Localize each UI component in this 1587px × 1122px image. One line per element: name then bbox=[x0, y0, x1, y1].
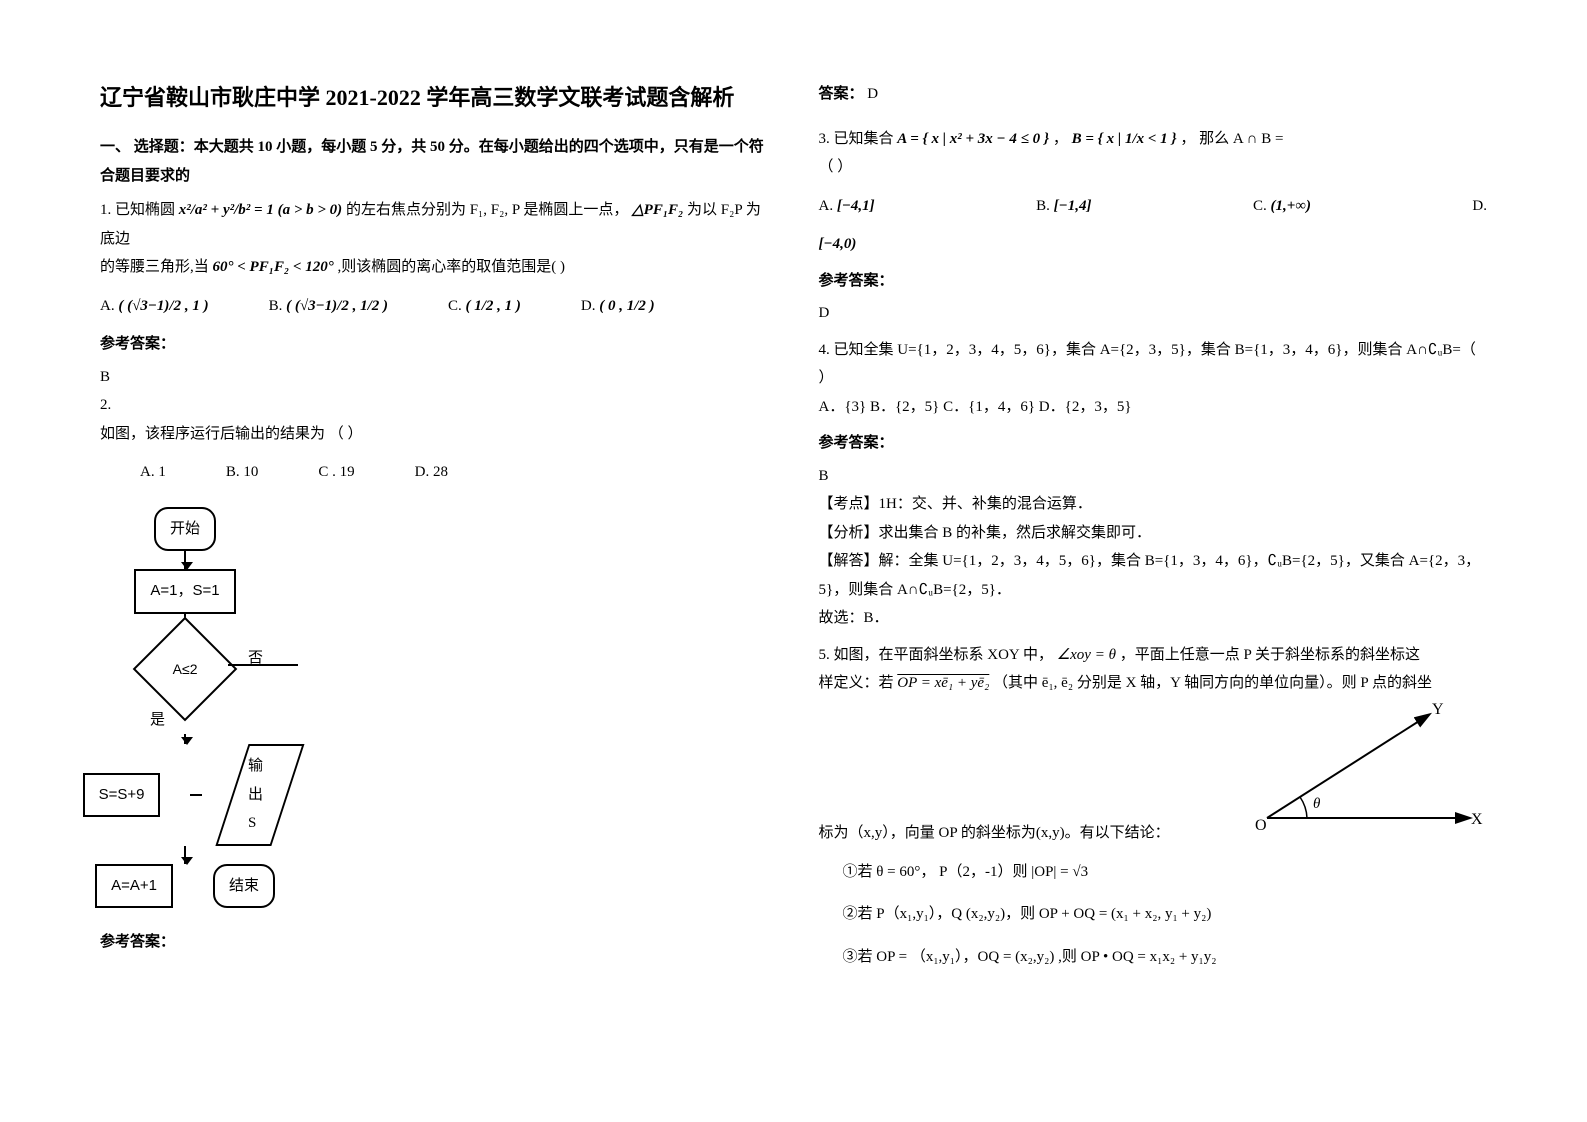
q4-jieda-1: 【解答】解：全集 U={1，2，3，4，5，6}，集合 B={1，3，4，6}，… bbox=[819, 547, 1488, 604]
q3-options: A. [−4,1] B. [−1,4] C. (1,+∞) D. bbox=[819, 192, 1488, 221]
flow-step: S=S+9 bbox=[83, 773, 161, 818]
q3-answer: D bbox=[819, 299, 1488, 328]
prev-answer-label: 答案： bbox=[819, 86, 864, 102]
q2-text: 如图，该程序运行后输出的结果为 （ ） bbox=[100, 420, 769, 449]
right-column: 答案： D 3. 已知集合 A = { x | x² + 3x − 4 ≤ 0 … bbox=[819, 80, 1488, 971]
q3-line: 3. 已知集合 A = { x | x² + 3x − 4 ≤ 0 } ， B … bbox=[819, 125, 1488, 154]
q4-kaodian: 【考点】1H：交、并、补集的混合运算． bbox=[819, 490, 1488, 519]
q1-line1: 1. 已知椭圆 x²/a² + y²/b² = 1 (a > b > 0) 的左… bbox=[100, 196, 769, 253]
flow-init: A=1，S=1 bbox=[134, 569, 235, 614]
q4-fenxi: 【分析】求出集合 B 的补集，然后求解交集即可． bbox=[819, 519, 1488, 548]
q5-conclusion-3: ③若 OP = （x₁,y₁），OQ = (x₂,y₂) ,则 OP • OQ … bbox=[843, 943, 1488, 972]
q2-opt-d: D. 28 bbox=[415, 458, 448, 487]
q5-angle: ∠xoy = θ bbox=[1057, 647, 1116, 663]
q2-opt-c: C . 19 bbox=[318, 458, 354, 487]
q1-triangle: △PF₁F₂ bbox=[632, 202, 683, 218]
q1-pre: 1. 已知椭圆 bbox=[100, 202, 175, 218]
axis-y-label: Y bbox=[1432, 701, 1444, 718]
flow-label-yes: 是 bbox=[150, 706, 165, 735]
flow-arrow bbox=[184, 846, 186, 864]
flowchart: 开始 A=1，S=1 A≤2 否 是 S=S+9 输出 S bbox=[120, 507, 380, 909]
flow-arrow bbox=[184, 551, 186, 569]
q4-jieda-2: 故选：B． bbox=[819, 604, 1488, 633]
prev-answer-line: 答案： D bbox=[819, 80, 1488, 109]
q1-line2b: ,则该椭圆的离心率的取值范围是( ) bbox=[338, 259, 566, 275]
q3-opt-d-label: D. bbox=[1472, 192, 1487, 221]
flow-start: 开始 bbox=[154, 507, 216, 552]
axis-origin-label: O bbox=[1255, 817, 1267, 834]
axis-theta-label: θ bbox=[1313, 796, 1321, 812]
flow-output: 输出 S bbox=[215, 744, 304, 846]
q1-line2: 的等腰三角形,当 60° < PF₁F₂ < 120° ,则该椭圆的离心率的取值… bbox=[100, 253, 769, 282]
q5-line1: 5. 如图，在平面斜坐标系 XOY 中， ∠xoy = θ ，平面上任意一点 P… bbox=[819, 641, 1488, 670]
q3-opt-b: B. [−1,4] bbox=[1036, 192, 1091, 221]
axis-diagram: X Y O θ bbox=[1227, 698, 1487, 848]
answer-label-2: 参考答案： bbox=[100, 928, 769, 957]
q2-opt-b: B. 10 bbox=[226, 458, 259, 487]
answer-label-3: 参考答案： bbox=[819, 267, 1488, 296]
prev-answer: D bbox=[867, 86, 878, 102]
page: 辽宁省鞍山市耿庄中学 2021-2022 学年高三数学文联考试题含解析 一、 选… bbox=[0, 0, 1587, 1011]
q3-set-a: A = { x | x² + 3x − 4 ≤ 0 } bbox=[897, 131, 1049, 147]
q1-mid: 的左右焦点分别为 F₁, F₂, P 是椭圆上一点， bbox=[346, 202, 628, 218]
q5-mid: ，平面上任意一点 P 关于斜坐标系的斜坐标这 bbox=[1120, 647, 1420, 663]
axis-x-label: X bbox=[1471, 811, 1483, 828]
flow-label-no: 否 bbox=[248, 644, 263, 673]
q4-answer: B bbox=[819, 462, 1488, 491]
q3-opt-a: A. [−4,1] bbox=[819, 192, 875, 221]
q1-opt-d: D. ( 0 , 1/2 ) bbox=[581, 292, 655, 321]
flow-inc: A=A+1 bbox=[95, 864, 173, 909]
answer-label-4: 参考答案： bbox=[819, 429, 1488, 458]
q3-opt-c: C. (1,+∞) bbox=[1253, 192, 1311, 221]
q5-figure-row: 标为（x,y），向量 OP 的斜坐标为(x,y)。有以下结论： X Y O θ bbox=[819, 698, 1488, 848]
q3-pre: 3. 已知集合 bbox=[819, 131, 894, 147]
q4-text: 4. 已知全集 U={1，2，3，4，5，6}，集合 A={2，3，5}，集合 … bbox=[819, 336, 1488, 393]
q1-opt-b: B. ( (√3−1)/2 , 1/2 ) bbox=[269, 292, 388, 321]
q2-opt-a: A. 1 bbox=[140, 458, 166, 487]
q1-line2a: 的等腰三角形,当 bbox=[100, 259, 209, 275]
q5-pre: 5. 如图，在平面斜坐标系 XOY 中， bbox=[819, 647, 1053, 663]
q2-options: A. 1 B. 10 C . 19 D. 28 bbox=[100, 458, 769, 487]
q1-angle: 60° < PF₁F₂ < 120° bbox=[213, 259, 334, 275]
q1-options: A. ( (√3−1)/2 , 1 ) B. ( (√3−1)/2 , 1/2 … bbox=[100, 292, 769, 321]
q5-conclusion-2: ②若 P（x₁,y₁），Q (x₂,y₂)，则 OP + OQ = (x₁ + … bbox=[843, 900, 1488, 929]
q4-options: A．{3} B．{2，5} C．{1，4，6} D．{2，3，5} bbox=[819, 393, 1488, 422]
q5-op: OP = xē₁ + yē₂ bbox=[897, 675, 989, 691]
flow-cond: A≤2 bbox=[133, 616, 238, 721]
q5-line2: 样定义：若 OP = xē₁ + yē₂ （其中 ē₁, ē₂ 分别是 X 轴，… bbox=[819, 669, 1488, 698]
q5-line3: 标为（x,y），向量 OP 的斜坐标为(x,y)。有以下结论： bbox=[819, 819, 1218, 848]
answer-label-1: 参考答案： bbox=[100, 330, 769, 359]
q1-opt-c: C. ( 1/2 , 1 ) bbox=[448, 292, 521, 321]
q2-number: 2. bbox=[100, 391, 769, 420]
doc-title: 辽宁省鞍山市耿庄中学 2021-2022 学年高三数学文联考试题含解析 bbox=[100, 80, 769, 115]
q3-set-b: B = { x | 1/x < 1 } bbox=[1072, 131, 1177, 147]
q5-conclusion-1: ①若 θ = 60°， P（2，-1）则 |OP| = √3 bbox=[843, 858, 1488, 887]
flow-arrow bbox=[184, 734, 186, 744]
q1-equation: x²/a² + y²/b² = 1 (a > b > 0) bbox=[179, 202, 342, 218]
left-column: 辽宁省鞍山市耿庄中学 2021-2022 学年高三数学文联考试题含解析 一、 选… bbox=[100, 80, 769, 971]
q3-paren: （ ） bbox=[819, 153, 1488, 182]
section-1-heading: 一、 选择题：本大题共 10 小题，每小题 5 分，共 50 分。在每小题给出的… bbox=[100, 133, 769, 190]
q3-opt-d: [−4,0) bbox=[819, 230, 1488, 259]
q3-post: ， 那么 A ∩ B = bbox=[1180, 131, 1283, 147]
flow-end: 结束 bbox=[213, 864, 275, 909]
q1-opt-a: A. ( (√3−1)/2 , 1 ) bbox=[100, 292, 209, 321]
q1-answer: B bbox=[100, 363, 769, 392]
